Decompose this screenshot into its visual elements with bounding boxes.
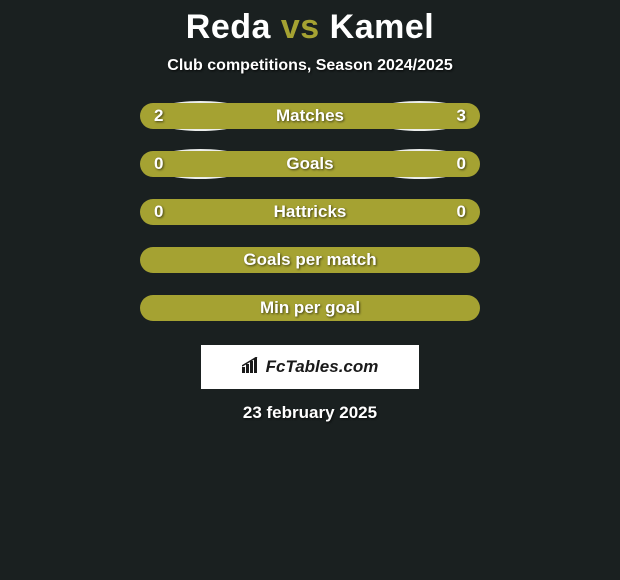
stat-value-right: 3	[457, 106, 466, 126]
page-title: Reda vs Kamel	[186, 8, 434, 47]
stat-bar: Hattricks0 0	[140, 199, 480, 225]
brand-label: FcTables.com	[266, 357, 379, 377]
comparison-infographic: Reda vs Kamel Club competitions, Season …	[0, 0, 620, 423]
stat-row: Min per goal	[140, 295, 480, 321]
stat-value-left: 0	[154, 202, 163, 222]
brand-text: FcTables.com	[242, 357, 379, 378]
stat-bar: Goals per match	[140, 247, 480, 273]
stat-row: Matches2 3	[140, 103, 480, 129]
stat-label: Goals per match	[140, 250, 480, 270]
stat-label: Min per goal	[140, 298, 480, 318]
date-text: 23 february 2025	[243, 403, 377, 423]
stat-row: Goals0 0	[140, 151, 480, 177]
stat-bar: Min per goal	[140, 295, 480, 321]
subtitle: Club competitions, Season 2024/2025	[167, 57, 452, 75]
stat-label: Hattricks	[140, 202, 480, 222]
brand-box: FcTables.com	[201, 345, 419, 389]
stat-row: Goals per match	[140, 247, 480, 273]
stat-value-right: 0	[457, 202, 466, 222]
stat-value-left: 0	[154, 154, 163, 174]
stat-label: Matches	[140, 106, 480, 126]
stat-bar: Matches2 3	[140, 103, 480, 129]
player-right-name: Kamel	[330, 8, 435, 46]
stat-label: Goals	[140, 154, 480, 174]
stat-row: Hattricks0 0	[140, 199, 480, 225]
vs-separator: vs	[281, 8, 320, 46]
player-left-name: Reda	[186, 8, 271, 46]
bar-chart-icon	[242, 357, 262, 378]
stats-rows: Matches23Goals00Hattricks00Goals per mat…	[140, 103, 480, 343]
stat-bar: Goals0 0	[140, 151, 480, 177]
stat-value-left: 2	[154, 106, 163, 126]
stat-value-right: 0	[457, 154, 466, 174]
